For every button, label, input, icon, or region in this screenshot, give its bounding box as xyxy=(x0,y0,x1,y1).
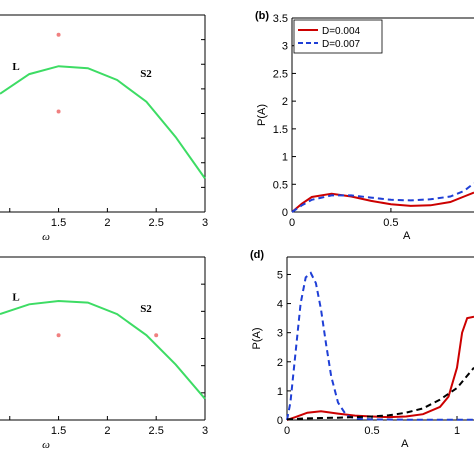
y-tick-label: 1.5 xyxy=(273,124,288,136)
boundary-curve xyxy=(0,65,206,180)
x-tick-label: 2 xyxy=(104,425,110,437)
x-tick-label: 2 xyxy=(104,217,110,229)
region-label: S2 xyxy=(140,68,152,80)
y-tick-label: 1 xyxy=(277,386,283,398)
series-line-0 xyxy=(286,315,474,421)
y-tick-label: 0.5 xyxy=(273,179,288,191)
x-tick-label: 2.5 xyxy=(149,217,164,229)
parameter-point xyxy=(56,32,61,37)
x-tick-label: 2.5 xyxy=(149,425,164,437)
panel-bottom-right: 0 1 2 3 4 5 0 0.5 1 P(A) A (d) xyxy=(250,249,474,450)
panel-bottom-left: 1.5 2 2.5 3 ω L S2 xyxy=(0,256,208,451)
series-line-0 xyxy=(291,191,474,213)
panel-label: (d) xyxy=(250,249,264,261)
x-axis-label: A xyxy=(403,230,411,242)
y-tick-label: 5 xyxy=(277,269,283,281)
y-tick-label: 2 xyxy=(282,96,288,108)
y-tick-label: 0 xyxy=(282,207,288,219)
region-label: S2 xyxy=(140,303,152,315)
y-tick-label: 4 xyxy=(277,299,283,311)
legend-label: D=0.007 xyxy=(322,39,361,50)
y-tick-label: 2 xyxy=(277,357,283,369)
curve-label: L xyxy=(12,291,19,303)
x-tick-label: 0 xyxy=(289,217,295,229)
parameter-point xyxy=(154,333,159,338)
x-axis-label: A xyxy=(401,438,409,450)
x-axis-label: ω xyxy=(42,231,50,243)
x-tick-label: 1.5 xyxy=(51,217,66,229)
x-tick-label: 3 xyxy=(202,425,208,437)
boundary-curve xyxy=(0,299,206,400)
y-tick-label: 2.5 xyxy=(273,68,288,80)
y-tick-label: 1 xyxy=(282,152,288,164)
panel-top-right: 0 0.5 1 1.5 2 2.5 3 3.5 0 0.5 P(A) A (b) D=0.004 D=0.0… xyxy=(255,10,474,242)
series-line-1 xyxy=(291,182,474,213)
y-tick-label: 3 xyxy=(277,328,283,340)
series-line-1 xyxy=(286,271,474,421)
x-tick-label: 0 xyxy=(284,425,290,437)
y-axis-label: P(A) xyxy=(256,104,268,126)
x-tick-label: 0.5 xyxy=(383,217,398,229)
panel-top-left: 1.5 2 2.5 3 ω L S2 xyxy=(0,14,208,243)
panel-label: (b) xyxy=(255,10,269,22)
y-axis-label: P(A) xyxy=(251,328,263,350)
legend-box xyxy=(293,19,383,54)
y-tick-label: 3.5 xyxy=(273,13,288,25)
legend-label: D=0.004 xyxy=(322,26,361,37)
y-tick-label: 3 xyxy=(282,41,288,53)
x-axis-label: ω xyxy=(42,439,50,451)
series-line-2 xyxy=(286,366,474,421)
y-tick-label: 0 xyxy=(277,415,283,427)
curve-label: L xyxy=(12,61,19,73)
x-tick-label: 0.5 xyxy=(364,425,379,437)
x-tick-label: 1.5 xyxy=(51,425,66,437)
x-tick-label: 1 xyxy=(454,425,460,437)
parameter-point xyxy=(56,109,61,114)
parameter-point xyxy=(56,333,61,338)
x-tick-label: 3 xyxy=(202,217,208,229)
